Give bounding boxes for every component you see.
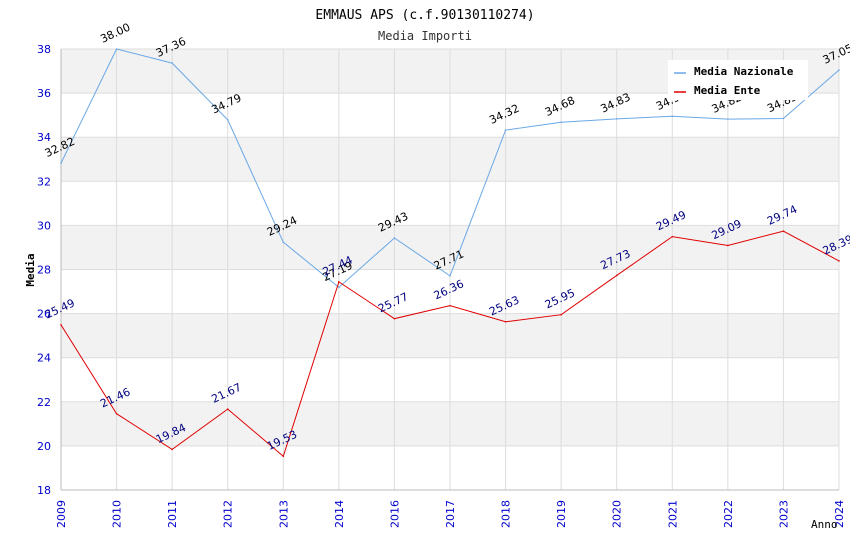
data-point <box>838 69 840 71</box>
y-tick-label: 38 <box>37 43 51 56</box>
x-tick-label: 2023 <box>777 500 790 528</box>
x-tick-label: 2009 <box>55 500 68 528</box>
data-point <box>282 455 285 458</box>
legend-label-nazionale: Media Nazionale <box>694 65 794 78</box>
y-tick-label: 32 <box>37 175 51 188</box>
data-point <box>615 274 618 277</box>
x-tick-label: 2022 <box>722 500 735 528</box>
data-point <box>615 118 618 120</box>
data-point <box>671 115 674 118</box>
y-tick-label: 24 <box>37 352 51 365</box>
data-point <box>338 281 340 283</box>
x-tick-label: 2013 <box>277 500 290 528</box>
data-point <box>671 235 674 238</box>
data-point <box>393 237 396 239</box>
x-tick-label: 2021 <box>666 500 679 528</box>
data-point <box>727 244 729 247</box>
data-point <box>171 448 173 451</box>
data-point <box>393 317 396 320</box>
legend: Media Nazionale Media Ente <box>668 60 808 100</box>
data-label: 38.00 <box>98 21 132 46</box>
chart-subtitle: Media Importi <box>378 29 472 43</box>
data-point <box>449 304 451 307</box>
data-point <box>115 48 118 50</box>
y-tick-label: 22 <box>37 396 51 409</box>
y-tick-label: 26 <box>37 308 51 321</box>
x-tick-label: 2014 <box>333 500 346 528</box>
x-tick-label: 2016 <box>388 500 401 528</box>
data-point <box>782 230 785 232</box>
y-tick-label: 36 <box>37 87 51 100</box>
y-axis-label: Media <box>24 253 37 286</box>
axes <box>60 49 839 491</box>
data-point <box>782 117 785 120</box>
data-point <box>282 241 285 243</box>
legend-box <box>668 60 808 100</box>
legend-label-ente: Media Ente <box>694 84 761 97</box>
data-point <box>560 121 562 124</box>
data-point <box>504 320 507 323</box>
y-tick-label: 20 <box>37 440 51 453</box>
x-tick-label: 2012 <box>222 500 235 528</box>
data-point <box>504 129 507 131</box>
data-point <box>338 286 340 289</box>
y-tick-label: 28 <box>37 264 51 277</box>
data-point <box>727 118 729 120</box>
x-tick-label: 2019 <box>555 500 568 528</box>
x-axis-label: Anno <box>811 518 838 531</box>
data-point <box>115 412 118 415</box>
y-tick-label: 30 <box>37 219 51 232</box>
data-point <box>560 313 562 316</box>
chart-title: EMMAUS APS (c.f.90130110274) <box>315 8 534 23</box>
x-tick-labels: 2009 2010 2011 2012 2013 2014 2016 2017 2018 2019… <box>55 500 846 528</box>
y-tick-label: 18 <box>37 484 51 497</box>
x-tick-label: 2018 <box>500 500 513 528</box>
data-point <box>838 260 840 262</box>
data-point <box>60 324 62 326</box>
data-point <box>171 62 173 64</box>
data-point <box>449 275 451 277</box>
x-tick-label: 2024 <box>833 500 846 528</box>
x-tick-label: 2010 <box>111 500 124 528</box>
x-tick-label: 2011 <box>166 500 179 528</box>
data-point <box>226 118 229 121</box>
series-lines <box>60 48 840 458</box>
data-point <box>226 408 229 410</box>
data-point <box>60 162 62 165</box>
y-tick-labels: 18 20 22 24 26 28 30 32 34 36 38 <box>37 43 51 497</box>
y-tick-label: 34 <box>37 131 51 144</box>
x-tick-label: 2020 <box>611 500 624 528</box>
x-tick-label: 2017 <box>444 500 457 528</box>
